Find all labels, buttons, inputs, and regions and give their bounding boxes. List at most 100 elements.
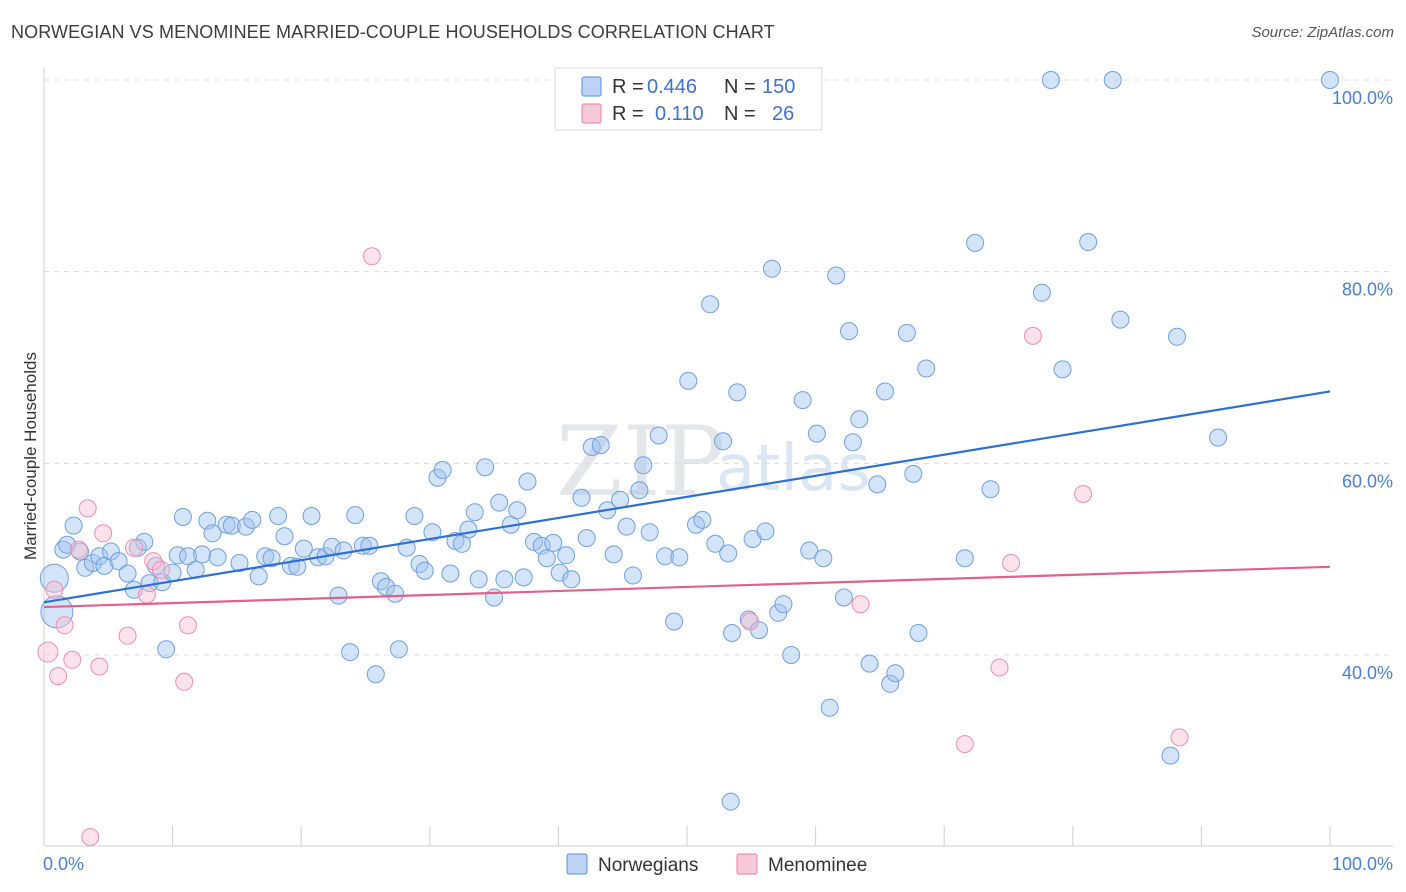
norwegians-point xyxy=(366,665,385,684)
norwegians-point xyxy=(334,541,353,560)
norwegians-point xyxy=(485,588,504,607)
norwegians-point xyxy=(909,624,928,642)
menominee-point xyxy=(81,828,100,847)
norwegians-point xyxy=(249,567,268,586)
norwegians-point xyxy=(562,570,581,589)
norwegians-point xyxy=(386,584,405,603)
norwegians-point xyxy=(537,549,556,568)
norwegians-point xyxy=(640,523,659,542)
norwegians-point xyxy=(881,674,900,693)
norwegians-point xyxy=(701,295,720,314)
norwegians-point xyxy=(1111,310,1130,329)
norwegians-point xyxy=(341,643,360,662)
y-tick-label-40: 40.0% xyxy=(1342,663,1393,683)
axes xyxy=(43,68,1393,847)
norwegians-point xyxy=(193,545,212,564)
norwegians-point xyxy=(814,549,833,568)
menominee-point xyxy=(175,672,194,691)
menominee-point xyxy=(125,538,143,557)
norwegians-point xyxy=(723,624,741,642)
menominee-point xyxy=(45,580,64,599)
norwegians-point xyxy=(236,517,255,536)
norwegians-point xyxy=(83,554,102,572)
norwegians-point xyxy=(346,506,365,525)
n-value-1: 150 xyxy=(762,76,795,98)
y-tick-label-60: 60.0% xyxy=(1342,471,1393,491)
norwegians-point xyxy=(405,507,424,525)
norwegians-point xyxy=(518,472,537,491)
norwegians-point xyxy=(101,542,120,561)
menominee-swatch xyxy=(581,103,602,124)
menominee-point xyxy=(152,560,170,579)
norwegians-point xyxy=(670,548,689,567)
y-axis-label: Married-couple Households xyxy=(21,352,40,560)
norwegians-point xyxy=(495,570,514,589)
norwegians-point xyxy=(868,475,887,494)
n-value-2: 26 xyxy=(772,103,794,125)
norwegians-point xyxy=(572,488,591,507)
norwegians-point xyxy=(693,510,712,529)
menominee-point xyxy=(362,247,381,266)
norwegians-point xyxy=(850,410,869,429)
menominee-point xyxy=(90,657,109,676)
norwegians-point xyxy=(800,541,819,560)
norwegians-point xyxy=(508,501,527,520)
y-tick-label-80: 80.0% xyxy=(1342,280,1393,300)
norwegians-point xyxy=(1032,283,1051,302)
watermark: ZIP atlas xyxy=(556,406,871,518)
norwegians-point xyxy=(774,595,793,614)
norwegians-point xyxy=(876,382,894,401)
norwegians-point xyxy=(64,516,83,535)
norwegians-point xyxy=(665,612,684,631)
menominee-point xyxy=(63,650,82,669)
norwegians-point xyxy=(611,490,630,509)
norwegians-point xyxy=(465,503,484,522)
norwegians-point xyxy=(827,266,846,285)
y-tick-label-100: 100.0% xyxy=(1332,88,1393,108)
norwegians-point xyxy=(302,507,321,525)
menominee-point xyxy=(1170,728,1189,747)
norwegians-point xyxy=(433,461,452,479)
menominee-point xyxy=(741,612,759,631)
menominee-point xyxy=(78,499,97,518)
norwegians-point xyxy=(981,480,1000,499)
norwegians-point xyxy=(886,664,905,683)
menominee-point xyxy=(118,626,137,645)
norwegians-point xyxy=(679,371,698,390)
x-tick-label-max: 100.0% xyxy=(1332,854,1393,874)
norwegians-point xyxy=(860,654,879,673)
r-value-2: 0.110 xyxy=(655,103,704,125)
norwegians-point xyxy=(1209,428,1228,447)
menominee-point xyxy=(94,524,113,543)
legend-menominee-swatch xyxy=(736,853,758,875)
norwegians-point xyxy=(721,792,740,811)
legend-norwegians-label: Norwegians xyxy=(598,855,698,876)
norwegians-point xyxy=(179,547,197,566)
menominee-point xyxy=(69,540,88,559)
stats-legend: R = 0.446 N = 150 R = 0.110 N = 26 xyxy=(554,67,823,131)
norwegians-point xyxy=(459,520,478,539)
norwegians-point xyxy=(966,233,985,252)
norwegians-point xyxy=(360,536,379,555)
norwegians-point xyxy=(843,433,862,452)
norwegians-point xyxy=(243,510,262,529)
norwegians-point xyxy=(649,426,668,445)
norwegians-point xyxy=(256,547,275,566)
menominee-point xyxy=(37,641,59,663)
norwegians-point xyxy=(577,529,596,548)
menominee-point xyxy=(955,735,974,754)
norwegians-point xyxy=(762,259,781,278)
norwegians-point xyxy=(582,438,601,456)
norwegians-point xyxy=(706,534,725,553)
norwegians-point xyxy=(217,515,236,534)
menominee-point xyxy=(851,595,870,614)
series-legend: Norwegians Menominee xyxy=(566,853,867,876)
menominee-point xyxy=(1023,326,1042,345)
norwegians-point xyxy=(208,548,227,567)
norwegians-point xyxy=(109,552,128,571)
norwegians-point xyxy=(389,640,408,659)
norwegians-point xyxy=(371,572,390,591)
norwegians-point xyxy=(118,564,137,583)
norwegians-point xyxy=(719,544,738,563)
menominee-point xyxy=(179,616,197,635)
